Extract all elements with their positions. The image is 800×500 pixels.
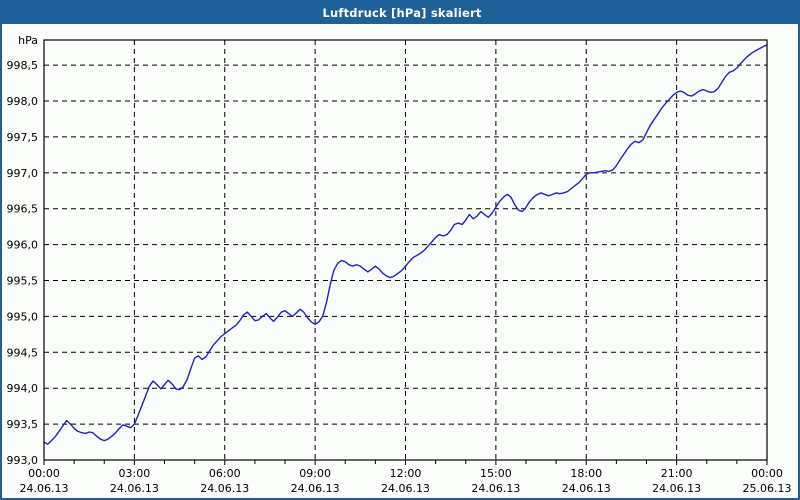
y-axis-tick-labels: 993,0 993,5 994,0 994,5 995,0 995,5 996,0 996,5… xyxy=(7,59,39,467)
plot-area-border xyxy=(43,39,768,461)
x-tick-time-label: 15:00 xyxy=(480,467,512,480)
y-tick-label: 994,0 xyxy=(7,382,39,395)
x-tick-time-label: 06:00 xyxy=(209,467,241,480)
window-titlebar: Luftdruck [hPa] skaliert xyxy=(2,2,798,24)
y-tick-label: 998,0 xyxy=(7,95,39,108)
y-tick-label: 996,0 xyxy=(7,239,39,252)
x-tick-date-label: 24.06.13 xyxy=(381,482,430,495)
x-tick-time-label: 18:00 xyxy=(570,467,602,480)
y-tick-label: 994,5 xyxy=(7,346,39,359)
y-tick-label: 997,5 xyxy=(7,131,39,144)
x-axis-tick-labels: 00:00 24.06.13 03:00 24.06.13 06:00 24.06.13 0… xyxy=(20,467,792,495)
y-tick-label: 997,0 xyxy=(7,167,39,180)
x-tick-date-label: 24.06.13 xyxy=(652,482,701,495)
x-tick-time-label: 00:00 xyxy=(751,467,783,480)
x-tick-time-label: 00:00 xyxy=(28,467,60,480)
y-tick-label: 995,5 xyxy=(7,275,39,288)
x-tick-time-label: 03:00 xyxy=(119,467,151,480)
y-tick-label: 996,5 xyxy=(7,203,39,216)
x-tick-date-label: 24.06.13 xyxy=(291,482,340,495)
x-tick-date-label: 24.06.13 xyxy=(200,482,249,495)
pressure-line-chart: 993,0 993,5 994,0 994,5 995,0 995,5 996,0 996,5… xyxy=(2,24,798,498)
y-tick-label: 995,0 xyxy=(7,310,39,323)
x-tick-time-label: 12:00 xyxy=(390,467,422,480)
y-tick-label: 993,5 xyxy=(7,418,39,431)
y-axis-unit-label: hPa xyxy=(18,34,38,47)
x-tick-time-label: 21:00 xyxy=(661,467,693,480)
pressure-series-line xyxy=(43,44,768,445)
y-tick-label: 993,0 xyxy=(7,454,39,467)
x-tick-date-label: 24.06.13 xyxy=(20,482,69,495)
x-tick-time-label: 09:00 xyxy=(299,467,331,480)
x-tick-date-label: 24.06.13 xyxy=(562,482,611,495)
y-tick-label: 998,5 xyxy=(7,59,39,72)
chart-canvas: 993,0 993,5 994,0 994,5 995,0 995,5 996,0 996,5… xyxy=(2,24,798,498)
x-tick-date-label: 25.06.13 xyxy=(743,482,792,495)
page-title: Luftdruck [hPa] skaliert xyxy=(322,6,482,20)
x-tick-date-label: 24.06.13 xyxy=(471,482,520,495)
x-tick-date-label: 24.06.13 xyxy=(110,482,159,495)
x-axis-minor-ticks xyxy=(43,460,768,465)
